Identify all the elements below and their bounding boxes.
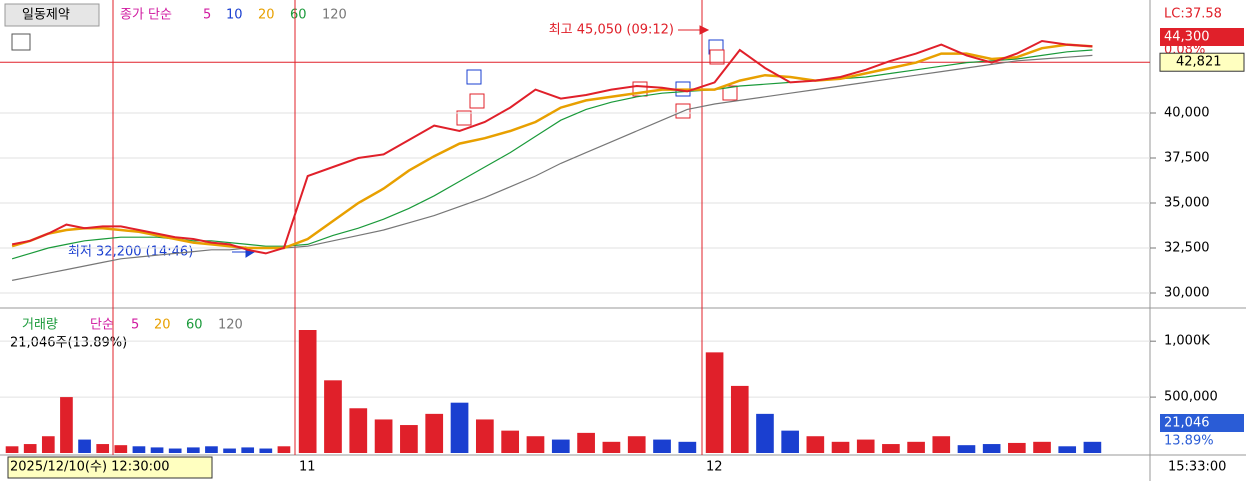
volume-bar (5, 446, 19, 453)
volume-bar (298, 330, 317, 453)
volume-bar (831, 441, 850, 453)
volume-bar (114, 445, 128, 453)
volume-bar (186, 447, 200, 453)
stock-name[interactable]: 일동제약 (22, 8, 70, 23)
volume-bar (168, 448, 182, 453)
day-label: 11 (299, 460, 316, 475)
volume-bar (501, 430, 520, 453)
volume-bar (1058, 446, 1077, 453)
y-tick-label: 30,000 (1164, 286, 1210, 301)
y-tick-label: 40,000 (1164, 106, 1210, 121)
stock-name-box[interactable] (4, 3, 100, 27)
volume-bar (907, 441, 925, 453)
volume-bar (856, 439, 875, 453)
volume-ratio: 13.89% (1164, 434, 1214, 449)
buy-signal (722, 85, 738, 101)
volume-bar (425, 413, 444, 453)
last-volume: 21,046 (1164, 416, 1210, 431)
table-icon[interactable] (11, 33, 31, 51)
ma-line (11, 54, 1093, 281)
volume-bar (349, 408, 368, 453)
cursor-time: 2025/12/10(수) 12:30:00 (10, 460, 170, 475)
day-label: 12 (706, 460, 723, 475)
volume-bar (475, 419, 494, 453)
price-legend-period: 60 (290, 8, 307, 23)
cursor-time-box (7, 456, 213, 479)
volume-bar (602, 441, 621, 453)
volume-legend-period: 20 (154, 318, 171, 333)
price-legend-period: 5 (203, 8, 211, 23)
cursor-price: 42,821 (1176, 55, 1222, 70)
price-legend-period: 10 (226, 8, 243, 23)
volume-legend-period: 5 (131, 318, 139, 333)
volume-bar (205, 446, 218, 453)
volume-bar (705, 352, 724, 453)
ma-line (11, 49, 1093, 260)
volume-bar (781, 430, 799, 453)
volume-ma-label: 단순 (90, 318, 114, 333)
volume-bar (756, 413, 774, 453)
volume-bar (241, 447, 255, 453)
last-volume-box (1160, 414, 1244, 432)
volume-bar (1008, 442, 1026, 453)
volume-legend-period: 60 (186, 318, 203, 333)
y-tick-label: 35,000 (1164, 196, 1210, 211)
volume-bar (932, 436, 951, 453)
high-note: 최고 45,050 (09:12) (549, 23, 674, 38)
volume-bar (41, 436, 55, 453)
volume-bar (653, 439, 671, 453)
last-price-box (1160, 28, 1244, 46)
clock: 15:33:00 (1168, 460, 1226, 475)
volume-bar (324, 380, 342, 453)
buy-signal (456, 110, 472, 126)
volume-bar (627, 436, 646, 453)
price-legend-period: 120 (322, 8, 347, 23)
high-arrow (678, 25, 710, 35)
price-legend-period: 20 (258, 8, 275, 23)
volume-bar (374, 419, 393, 453)
volume-bar (223, 448, 236, 453)
volume-bar (78, 439, 91, 453)
volume-bar (23, 444, 37, 453)
y-tick-label: 1,000K (1164, 334, 1210, 349)
volume-bar (150, 447, 164, 453)
volume-bar (678, 441, 697, 453)
volume-bar (982, 444, 1001, 453)
last-price: 44,300 (1164, 30, 1210, 45)
sell-signal (466, 69, 482, 85)
volume-bar (60, 397, 73, 453)
volume-bar (1033, 441, 1051, 453)
volume-bar (882, 444, 900, 453)
y-tick-label: 500,000 (1164, 390, 1218, 405)
y-tick-label: 37,500 (1164, 151, 1210, 166)
volume-bar (957, 445, 976, 453)
lc-label: LC:37.58 (1164, 7, 1222, 22)
volume-bar (96, 444, 110, 453)
volume-bar (526, 436, 545, 453)
ma-line (11, 43, 1093, 250)
buy-signal (709, 49, 725, 65)
volume-bar (277, 446, 291, 453)
volume-legend-period: 120 (218, 318, 243, 333)
volume-bar (551, 439, 570, 453)
volume-bar (132, 446, 146, 453)
volume-bar (450, 402, 469, 453)
volume-bar (400, 425, 418, 453)
price-line (11, 39, 1093, 255)
buy-signal (469, 93, 485, 109)
volume-bar (730, 385, 749, 453)
y-tick-label: 32,500 (1164, 241, 1210, 256)
price-legend-label: 종가 단순 (120, 8, 172, 23)
volume-info: 21,046주(13.89%) (10, 336, 127, 351)
volume-label: 거래량 (22, 318, 58, 333)
cursor-price-box (1159, 52, 1245, 72)
volume-bar (806, 436, 825, 453)
volume-bar (1083, 441, 1102, 453)
volume-bar (577, 432, 595, 453)
volume-bar (259, 448, 273, 453)
